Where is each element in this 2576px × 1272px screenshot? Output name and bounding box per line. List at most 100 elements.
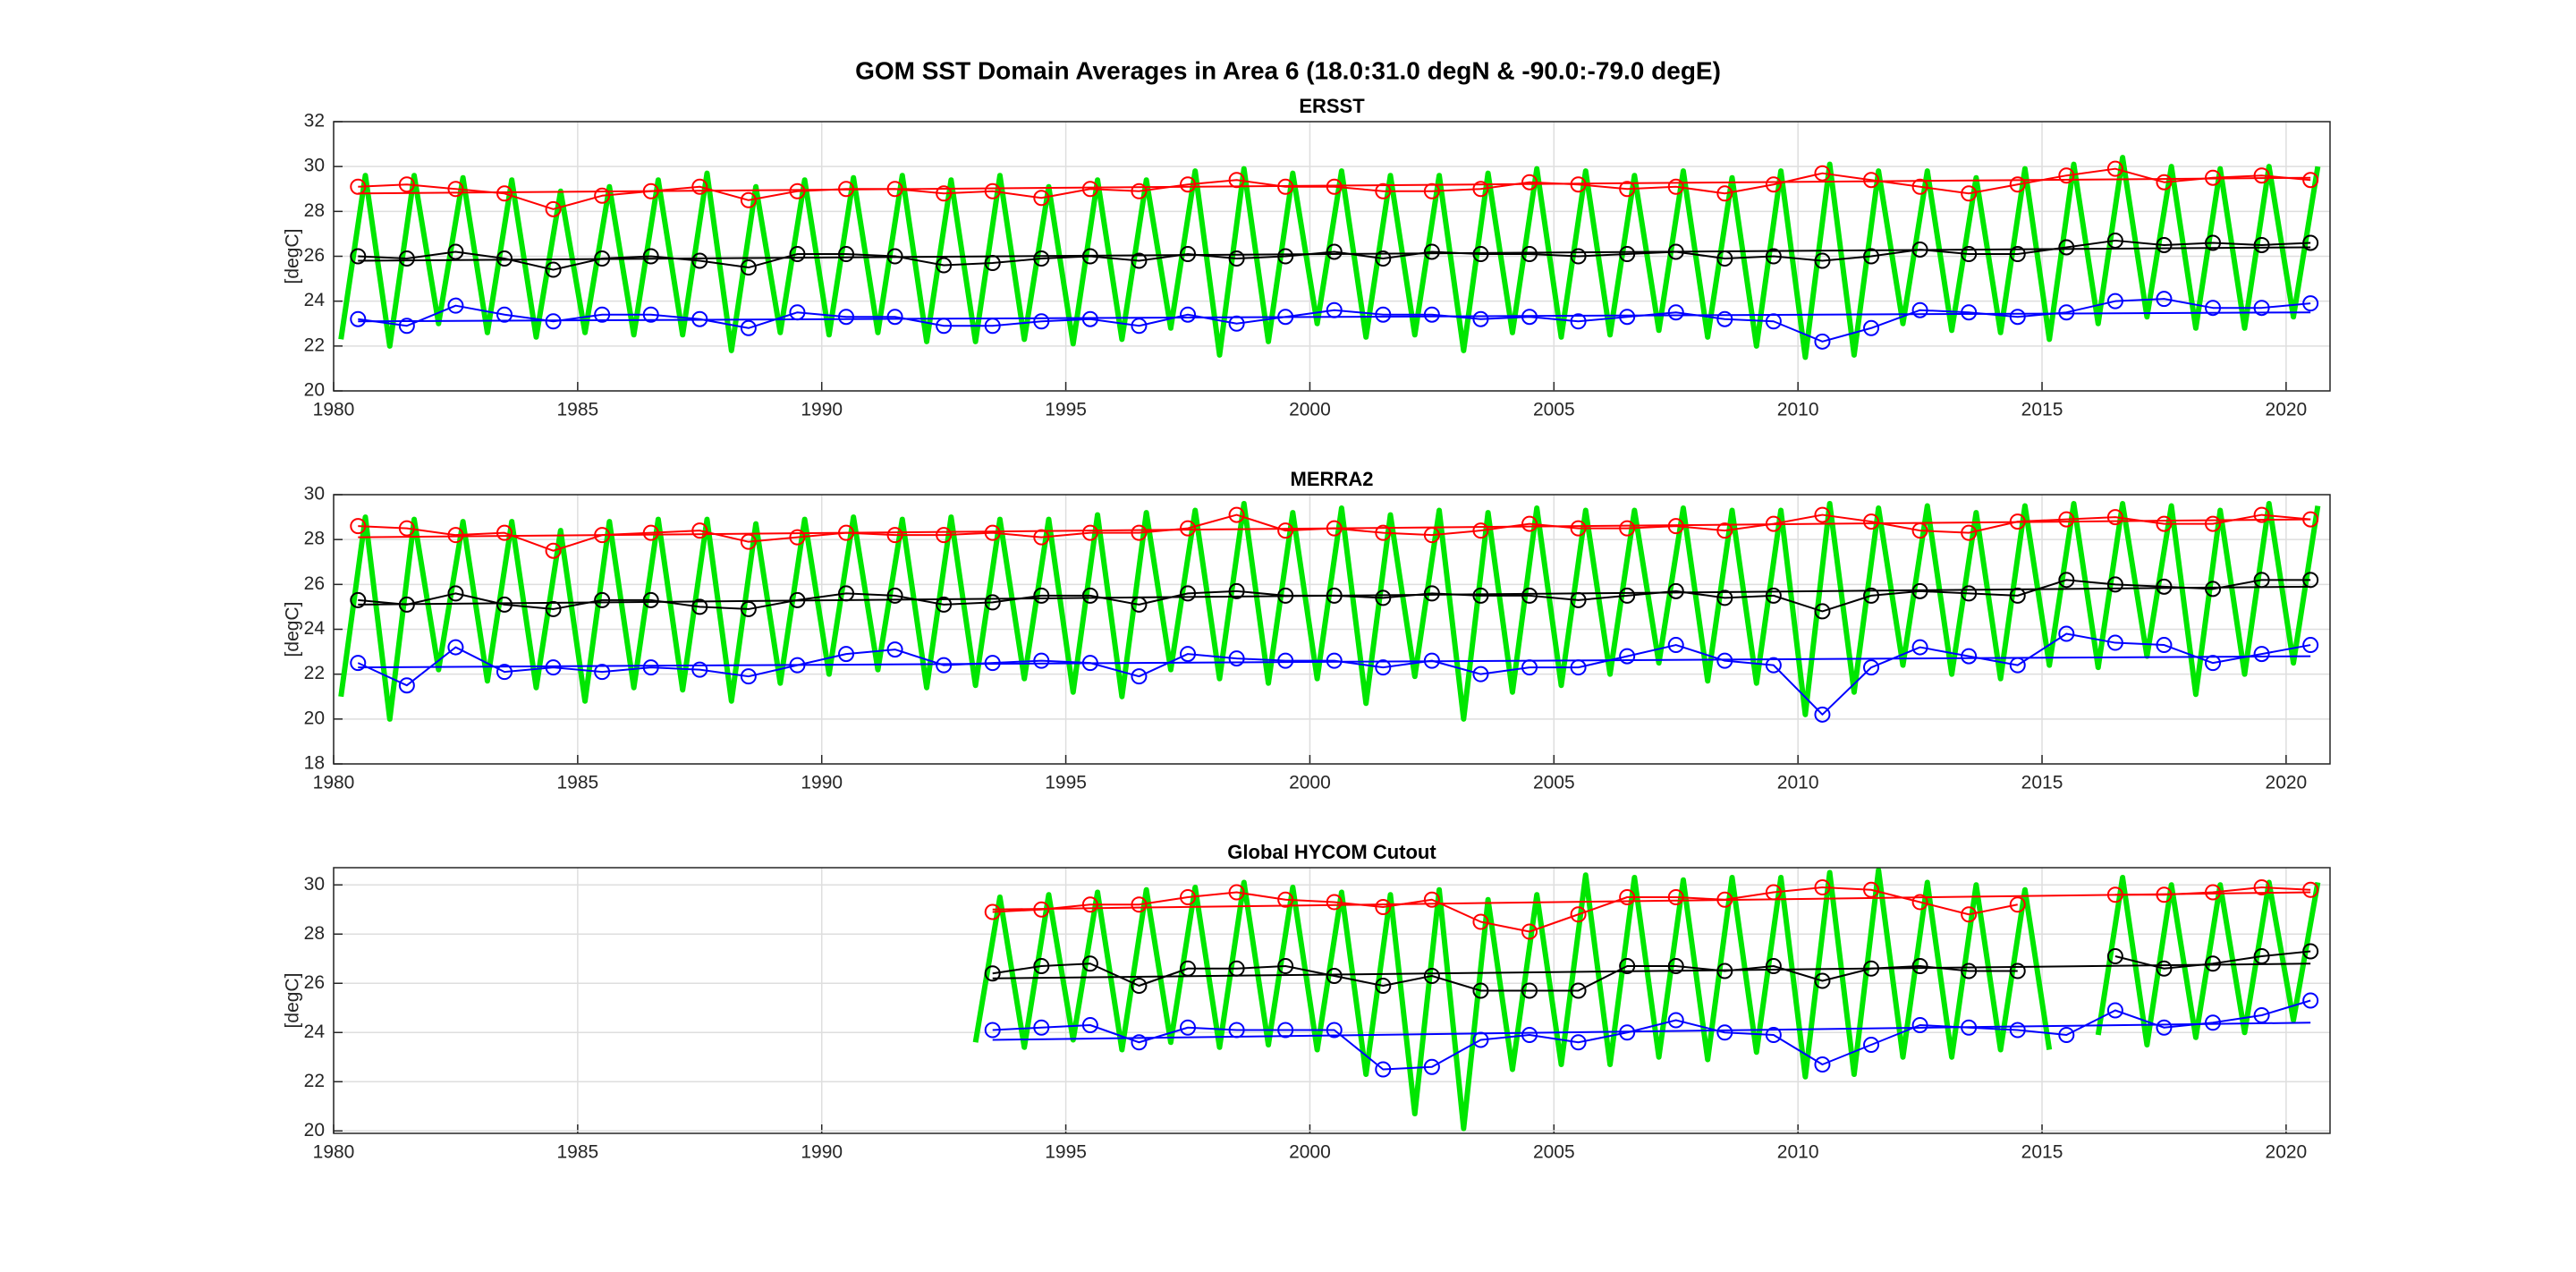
marker xyxy=(2106,293,2123,310)
marker xyxy=(1961,304,1978,321)
marker xyxy=(1911,639,1928,656)
marker xyxy=(886,641,903,658)
marker xyxy=(398,250,415,267)
x-tick-label: 2005 xyxy=(1533,773,1575,793)
marker xyxy=(984,965,1001,982)
marker xyxy=(1472,181,1489,198)
marker xyxy=(838,309,855,326)
marker xyxy=(984,524,1001,541)
y-tick-label: 24 xyxy=(304,618,326,639)
marker xyxy=(1375,978,1392,994)
marker xyxy=(447,639,464,656)
marker xyxy=(2106,160,2123,177)
y-tick-label: 22 xyxy=(304,1071,325,1091)
marker xyxy=(2058,511,2075,528)
y-axis-label: [degC] xyxy=(283,602,303,657)
marker xyxy=(1619,245,1636,262)
marker xyxy=(2106,634,2123,651)
x-tick-label: 2000 xyxy=(1289,773,1331,793)
y-tick-label: 18 xyxy=(304,753,325,774)
marker xyxy=(691,522,708,539)
marker xyxy=(2253,300,2270,317)
marker xyxy=(496,250,513,267)
marker xyxy=(1716,310,1733,327)
marker xyxy=(1814,706,1831,723)
subplot: 1980 1985 1990 1995 2000 2005 2010 2015 20202022… xyxy=(283,95,2331,420)
x-tick-label: 2000 xyxy=(1289,400,1331,420)
marker xyxy=(1765,958,1782,974)
marker xyxy=(447,243,464,260)
marker xyxy=(2009,962,2026,979)
marker xyxy=(1423,891,1440,908)
axes-box xyxy=(333,121,2331,392)
marker xyxy=(1033,958,1050,974)
marker xyxy=(1131,318,1148,335)
y-tick-label: 26 xyxy=(304,245,325,266)
marker xyxy=(1277,248,1294,265)
y-tick-label: 28 xyxy=(304,923,325,944)
marker xyxy=(2009,176,2026,193)
marker xyxy=(1814,333,1831,350)
marker xyxy=(1081,1017,1098,1033)
marker xyxy=(2205,1014,2222,1031)
marker xyxy=(594,664,611,681)
marker xyxy=(1277,958,1294,974)
marker xyxy=(838,245,855,262)
y-tick-label: 20 xyxy=(304,1120,325,1141)
axes-box xyxy=(333,867,2331,1134)
marker xyxy=(2106,1002,2123,1019)
marker xyxy=(447,527,464,544)
marker xyxy=(1423,968,1440,984)
marker xyxy=(691,252,708,269)
marker xyxy=(2156,515,2173,532)
marker xyxy=(1814,972,1831,989)
marker xyxy=(789,529,806,546)
marker xyxy=(1180,646,1197,663)
marker xyxy=(1081,524,1098,541)
marker xyxy=(984,182,1001,199)
x-tick-label: 1995 xyxy=(1045,773,1087,793)
marker xyxy=(1081,955,1098,972)
x-tick-label: 1980 xyxy=(313,1142,355,1163)
marker xyxy=(1961,585,1978,602)
marker xyxy=(2205,955,2222,972)
marker xyxy=(2156,637,2173,654)
marker xyxy=(642,659,659,676)
marker xyxy=(1863,513,1880,530)
axes-box xyxy=(333,494,2331,765)
marker xyxy=(2009,309,2026,326)
marker xyxy=(1863,659,1880,676)
marker xyxy=(1521,174,1538,191)
marker xyxy=(1375,899,1392,915)
y-tick-label: 22 xyxy=(304,663,325,683)
marker xyxy=(398,520,415,537)
marker xyxy=(2106,232,2123,249)
marker xyxy=(1911,894,1928,911)
marker xyxy=(1131,524,1148,541)
marker xyxy=(2302,992,2319,1009)
marker xyxy=(1033,250,1050,267)
marker xyxy=(740,319,757,336)
marker xyxy=(1131,252,1148,269)
marker xyxy=(1326,1022,1343,1039)
x-tick-label: 2020 xyxy=(2266,773,2308,793)
marker xyxy=(691,661,708,678)
marker xyxy=(1081,181,1098,198)
marker xyxy=(1326,178,1343,195)
marker xyxy=(496,185,513,202)
x-tick-label: 1980 xyxy=(313,773,355,793)
marker xyxy=(447,297,464,314)
marker xyxy=(984,594,1001,611)
marker xyxy=(1228,250,1245,267)
marker xyxy=(984,1022,1001,1039)
marker xyxy=(1472,522,1489,539)
marker xyxy=(1228,582,1245,599)
marker xyxy=(2156,291,2173,308)
marker xyxy=(1619,958,1636,974)
marker xyxy=(447,181,464,198)
marker xyxy=(1765,176,1782,193)
marker xyxy=(1863,1037,1880,1053)
marker xyxy=(350,518,367,535)
y-tick-label: 26 xyxy=(304,972,325,993)
marker xyxy=(1619,181,1636,198)
